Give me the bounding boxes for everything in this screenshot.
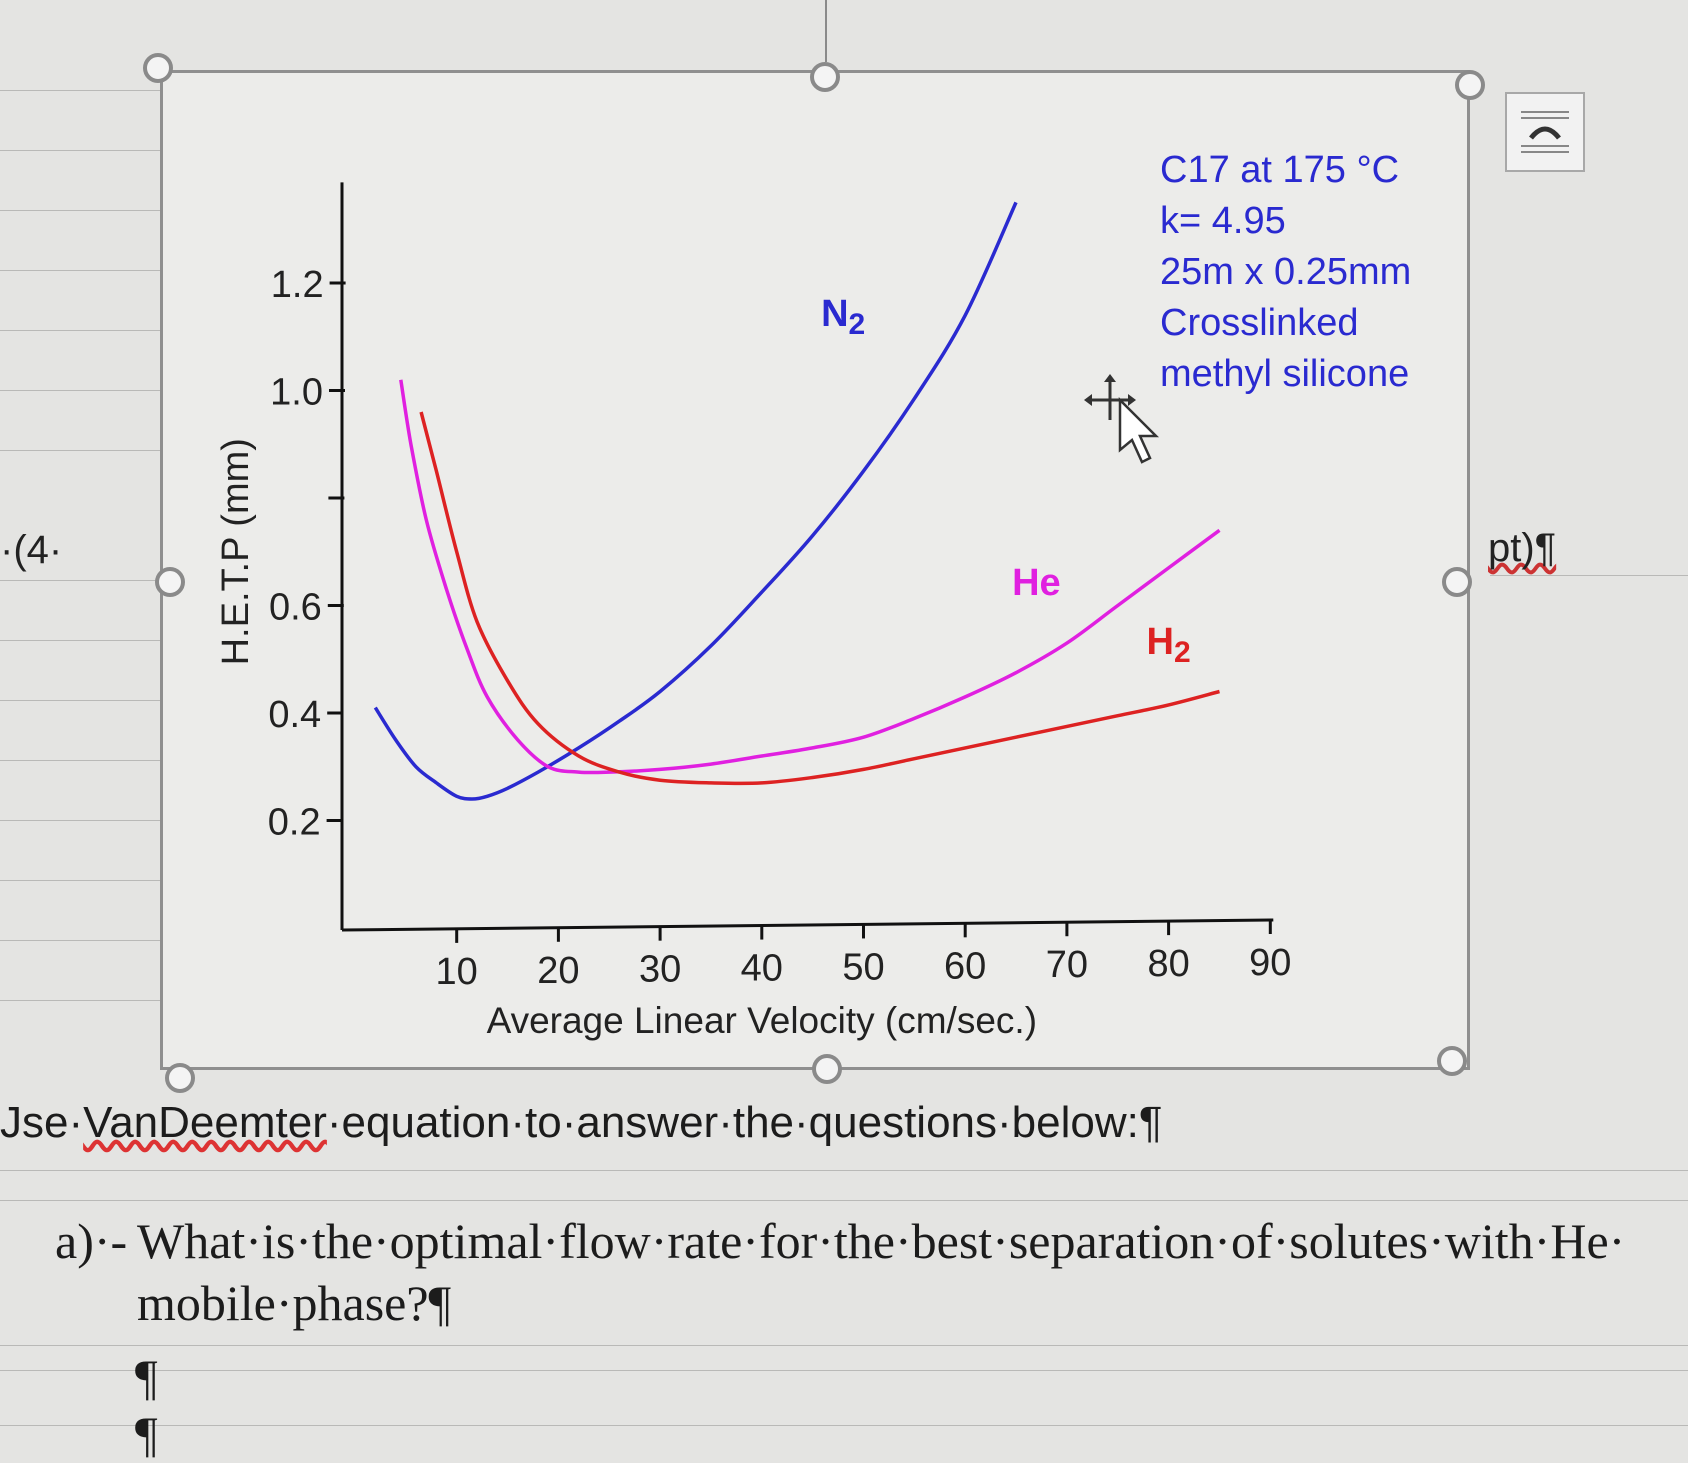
- y-tick-label: 0.6: [269, 587, 322, 629]
- resize-handle-middle-right[interactable]: [1442, 567, 1472, 597]
- series-label-n2: N2: [821, 293, 865, 341]
- layout-options-icon[interactable]: [1505, 92, 1585, 172]
- empty-paragraph-mark: ¶: [135, 1406, 158, 1462]
- resize-handle-middle-left[interactable]: [155, 567, 185, 597]
- annotation-line: 25m x 0.25mm: [1160, 251, 1411, 293]
- instruction-rest: ·equation·to·answer·the·questions·below:…: [326, 1098, 1163, 1147]
- move-cursor-icon: [1084, 374, 1160, 464]
- series-label-h2: H2: [1147, 621, 1191, 669]
- series-layer: [373, 201, 1221, 801]
- x-tick-label: 90: [1249, 942, 1291, 984]
- resize-handle-bottom-right[interactable]: [1437, 1046, 1467, 1076]
- x-tick-label: 50: [842, 946, 884, 988]
- image-frame[interactable]: [160, 70, 1470, 1070]
- x-tick-label: 20: [537, 950, 579, 992]
- x-tick-label: 80: [1147, 943, 1189, 985]
- points-text: pt)¶: [1488, 526, 1557, 570]
- series-line-n2: [373, 201, 1018, 801]
- x-tick-label: 60: [944, 945, 986, 987]
- annotation-line: C17 at 175 °C: [1160, 149, 1399, 191]
- instruction-prefix: Jse·: [0, 1098, 84, 1147]
- series-label-subscript: 2: [1174, 636, 1191, 669]
- resize-handle-top-right[interactable]: [1455, 70, 1485, 100]
- y-tick-label: 0.4: [268, 694, 321, 736]
- annotation-line: k= 4.95: [1160, 200, 1286, 242]
- y-axis-title: H.E.T.P (mm): [215, 438, 257, 665]
- series-label-main: N: [821, 293, 848, 335]
- resize-handle-top-left[interactable]: [143, 53, 173, 83]
- series-label-subscript: 2: [849, 308, 866, 341]
- vandeemter-word: VanDeemter: [83, 1098, 327, 1147]
- paragraph-number-text: ·(4·: [0, 528, 63, 572]
- annotation-line: methyl silicone: [1160, 353, 1409, 395]
- x-tick-label: 10: [436, 951, 478, 993]
- y-tick-label: 1.0: [270, 372, 323, 414]
- series-line-he: [399, 379, 1221, 775]
- axes: 10 20 30 40 50 60 70 80 90 0.2 0.4 0.6 1.0 1.2 Average…: [215, 182, 1291, 1041]
- x-tick-label: 70: [1046, 944, 1088, 986]
- series-line-h2: [419, 411, 1220, 786]
- series-label-main: H: [1147, 621, 1174, 663]
- question-a-text: What·is·the·optimal·flow·rate·for·the·be…: [137, 1213, 1626, 1331]
- question-a-marker: a)·-: [55, 1213, 128, 1269]
- resize-handle-bottom-middle[interactable]: [812, 1054, 842, 1084]
- rotation-handle-line: [825, 0, 827, 62]
- series-label-main: He: [1012, 562, 1061, 604]
- y-tick-label: 0.2: [268, 802, 321, 844]
- resize-handle-bottom-left[interactable]: [165, 1063, 195, 1093]
- x-tick-label: 40: [741, 948, 783, 990]
- x-axis-title: Average Linear Velocity (cm/sec.): [487, 1000, 1037, 1041]
- instruction-text: Jse·VanDeemter·equation·to·answer·the·qu…: [0, 1098, 1163, 1148]
- resize-handle-top-middle[interactable]: [810, 62, 840, 92]
- series-label-he: He: [1012, 562, 1061, 604]
- x-axis-line: [341, 918, 1274, 932]
- empty-paragraph-mark: ¶: [135, 1349, 158, 1405]
- x-tick-label: 30: [639, 949, 681, 991]
- annotation-line: Crosslinked: [1160, 302, 1359, 344]
- hetp-chart: 10 20 30 40 50 60 70 80 90 0.2 0.4 0.6 1.0 1.2 Average…: [215, 149, 1411, 1041]
- y-tick-label: 1.2: [271, 264, 324, 306]
